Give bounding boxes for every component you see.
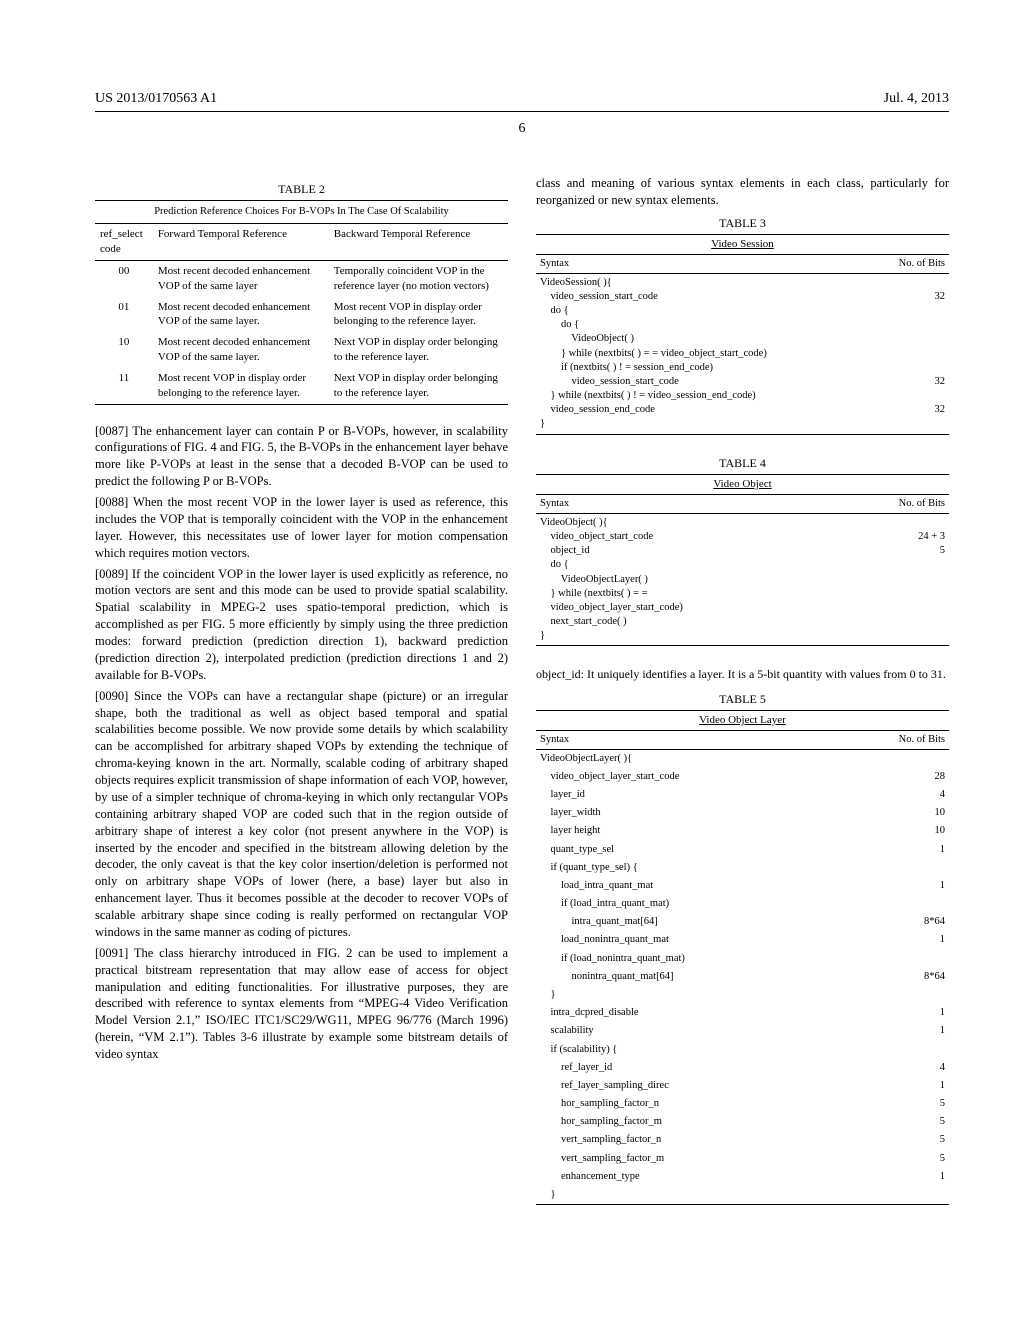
table-row: hor_sampling_factor_m5 [536, 1113, 949, 1131]
table-row: if (scalability) { [536, 1041, 949, 1059]
table4-syntax: VideoObject( ){ video_object_start_code … [540, 516, 871, 644]
table-row: hor_sampling_factor_n5 [536, 1095, 949, 1113]
table-row: quant_type_sel1 [536, 841, 949, 859]
table2-h1: Forward Temporal Reference [153, 224, 329, 261]
table2-h2: Backward Temporal Reference [329, 224, 508, 261]
table4-caption: Video Object [536, 474, 949, 494]
table3-bits: 32 32 32 [879, 276, 945, 418]
table5: Video Object Layer SyntaxNo. of Bits Vid… [536, 710, 949, 1205]
table-row: vert_sampling_factor_n5 [536, 1131, 949, 1149]
table2-h0: ref_select code [95, 224, 153, 261]
table-row: intra_quant_mat[64]8*64 [536, 913, 949, 931]
table-row: video_object_layer_start_code28 [536, 768, 949, 786]
para-0089: [0089] If the coincident VOP in the lowe… [95, 566, 508, 684]
table-row: ref_layer_sampling_direc1 [536, 1077, 949, 1095]
para-0088: [0088] When the most recent VOP in the l… [95, 494, 508, 562]
table4: Video Object SyntaxNo. of Bits VideoObje… [536, 474, 949, 647]
table-row: 01Most recent decoded enhancement VOP of… [95, 297, 508, 333]
page-header: US 2013/0170563 A1 Jul. 4, 2013 [95, 90, 949, 112]
table-row: 10Most recent decoded enhancement VOP of… [95, 332, 508, 368]
table-row: if (load_nonintra_quant_mat) [536, 950, 949, 968]
table4-h1: Syntax [536, 494, 875, 513]
table3-h1: Syntax [536, 254, 875, 273]
table5-h1: Syntax [536, 730, 875, 749]
table-row: vert_sampling_factor_m5 [536, 1150, 949, 1168]
object-id-note: object_id: It uniquely identifies a laye… [536, 666, 949, 682]
table4-bits: 24 + 3 5 [879, 516, 945, 629]
table-row: load_intra_quant_mat1 [536, 877, 949, 895]
page-number: 6 [95, 120, 949, 139]
table2: Prediction Reference Choices For B-VOPs … [95, 200, 508, 405]
right-column: class and meaning of various syntax elem… [536, 175, 949, 1225]
table5-body: VideoObjectLayer( ){ video_object_layer_… [536, 749, 949, 1204]
table2-caption: Prediction Reference Choices For B-VOPs … [95, 200, 508, 223]
table-row: VideoObjectLayer( ){ [536, 749, 949, 768]
table-row: layer_width10 [536, 804, 949, 822]
para-0091: [0091] The class hierarchy introduced in… [95, 945, 508, 1063]
table3-h2: No. of Bits [875, 254, 949, 273]
para-0090: [0090] Since the VOPs can have a rectang… [95, 688, 508, 941]
table3-body: VideoSession( ){ video_session_start_cod… [536, 273, 949, 434]
pub-number: US 2013/0170563 A1 [95, 90, 217, 109]
pub-date: Jul. 4, 2013 [884, 90, 949, 109]
table-row: 11Most recent VOP in display order belon… [95, 368, 508, 404]
right-intro: class and meaning of various syntax elem… [536, 175, 949, 209]
table-row: load_nonintra_quant_mat1 [536, 931, 949, 949]
para-0087: [0087] The enhancement layer can contain… [95, 423, 508, 491]
table-row: layer_id4 [536, 786, 949, 804]
table3: Video Session SyntaxNo. of Bits VideoSes… [536, 234, 949, 435]
table-row: scalability1 [536, 1022, 949, 1040]
table-row: } [536, 986, 949, 1004]
table-row: nonintra_quant_mat[64]8*64 [536, 968, 949, 986]
table-row: ref_layer_id4 [536, 1059, 949, 1077]
table-row: if (load_intra_quant_mat) [536, 895, 949, 913]
table-row: enhancement_type1 [536, 1168, 949, 1186]
table2-label: TABLE 2 [95, 181, 508, 197]
table5-h2: No. of Bits [875, 730, 949, 749]
table-row: if (quant_type_sel) { [536, 859, 949, 877]
table-row: 00Most recent decoded enhancement VOP of… [95, 260, 508, 296]
table4-h2: No. of Bits [875, 494, 949, 513]
table-row: intra_dcpred_disable1 [536, 1004, 949, 1022]
table3-syntax: VideoSession( ){ video_session_start_cod… [540, 276, 871, 432]
table4-body: VideoObject( ){ video_object_start_code … [536, 513, 949, 646]
table3-caption: Video Session [536, 234, 949, 254]
table5-caption: Video Object Layer [536, 710, 949, 730]
table4-label: TABLE 4 [536, 455, 949, 471]
table-row: } [536, 1186, 949, 1205]
columns: TABLE 2 Prediction Reference Choices For… [95, 175, 949, 1225]
left-column: TABLE 2 Prediction Reference Choices For… [95, 175, 508, 1225]
table5-label: TABLE 5 [536, 691, 949, 707]
table-row: layer height10 [536, 822, 949, 840]
table3-label: TABLE 3 [536, 215, 949, 231]
